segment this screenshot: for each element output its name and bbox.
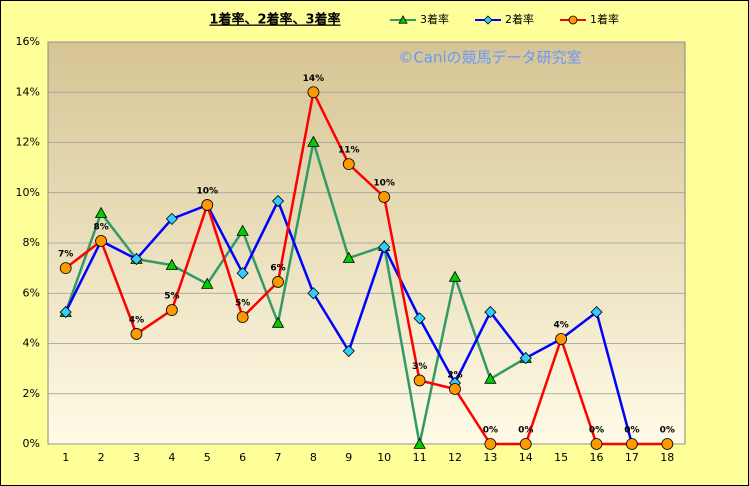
y-tick-label: 12% <box>16 136 40 149</box>
x-tick-label: 15 <box>554 451 568 464</box>
x-tick-label: 1 <box>62 451 69 464</box>
data-label: 6% <box>270 263 285 273</box>
point <box>236 311 249 324</box>
y-tick-label: 6% <box>23 286 40 299</box>
point <box>448 270 462 282</box>
x-tick-label: 2 <box>98 451 105 464</box>
legend-label: 1着率 <box>590 12 619 26</box>
x-tick-label: 11 <box>413 451 427 464</box>
legend-marker <box>568 15 578 25</box>
series-line <box>64 141 527 445</box>
point <box>236 224 249 236</box>
x-tick-label: 16 <box>590 451 604 464</box>
data-label: 0% <box>589 426 604 436</box>
x-tick-label: 9 <box>345 451 352 464</box>
y-tick-label: 0% <box>23 437 40 450</box>
point <box>94 206 108 218</box>
x-tick-label: 17 <box>625 451 639 464</box>
data-label: 2% <box>447 370 462 380</box>
point <box>590 438 603 450</box>
data-label: 4% <box>553 320 568 330</box>
point <box>236 267 249 280</box>
x-tick-label: 5 <box>204 451 211 464</box>
data-label: 4% <box>129 315 144 325</box>
data-label: 0% <box>624 426 639 436</box>
data-label: 0% <box>518 426 533 436</box>
point <box>130 253 143 266</box>
point <box>59 306 72 319</box>
data-label: 0% <box>660 426 675 436</box>
point <box>59 262 72 275</box>
x-tick-label: 6 <box>239 451 246 464</box>
point <box>378 191 391 203</box>
x-tick-label: 10 <box>377 451 391 464</box>
point <box>272 276 284 288</box>
chart-title: 1着率、2着率、3着率 <box>209 12 340 28</box>
y-tick-label: 16% <box>16 35 40 48</box>
point <box>519 438 532 450</box>
legend-label: 2着率 <box>505 12 534 26</box>
point <box>626 438 638 450</box>
point <box>95 235 107 247</box>
point <box>484 372 497 384</box>
point <box>449 383 461 395</box>
point <box>342 158 355 171</box>
x-tick-label: 12 <box>448 451 462 464</box>
y-tick-label: 4% <box>23 337 40 350</box>
point <box>590 306 603 319</box>
point <box>307 86 320 99</box>
series-line <box>64 88 668 446</box>
data-label: 5% <box>164 292 179 302</box>
legend-marker <box>483 15 493 25</box>
data-label: 3% <box>412 362 427 372</box>
point <box>413 374 426 387</box>
point <box>201 277 214 289</box>
point <box>484 306 497 319</box>
x-tick-label: 7 <box>275 451 282 464</box>
x-tick-label: 13 <box>483 451 497 464</box>
data-label: 14% <box>303 74 325 84</box>
y-tick-label: 8% <box>23 236 40 249</box>
y-tick-label: 10% <box>16 186 40 199</box>
data-label: 7% <box>58 250 73 260</box>
legend-marker <box>398 15 408 24</box>
data-label: 0% <box>483 426 498 436</box>
point <box>342 251 355 263</box>
point <box>519 352 532 365</box>
point <box>165 212 178 225</box>
x-tick-label: 3 <box>133 451 140 464</box>
point <box>555 333 568 345</box>
y-tick-label: 14% <box>16 85 40 98</box>
y-tick-label: 2% <box>23 387 40 400</box>
point <box>342 344 355 358</box>
data-label: 11% <box>338 146 360 156</box>
point <box>201 199 214 211</box>
data-label: 10% <box>196 187 218 197</box>
x-tick-label: 8 <box>310 451 317 464</box>
point <box>413 437 426 449</box>
x-tick-label: 14 <box>519 451 533 464</box>
watermark: ©Caniの競馬データ研究室 <box>398 49 581 67</box>
point <box>661 438 674 450</box>
legend-label: 3着率 <box>420 12 449 26</box>
x-tick-label: 4 <box>168 451 175 464</box>
data-label: 8% <box>93 222 108 232</box>
point <box>307 287 320 300</box>
x-tick-label: 18 <box>660 451 674 464</box>
point <box>165 258 179 270</box>
point <box>307 135 320 147</box>
point <box>165 304 178 316</box>
data-label: 10% <box>373 179 395 189</box>
point <box>271 316 285 328</box>
point <box>378 240 391 254</box>
point <box>271 194 285 208</box>
point <box>130 328 143 340</box>
point <box>484 438 497 450</box>
data-label: 5% <box>235 299 250 309</box>
point <box>413 312 426 325</box>
